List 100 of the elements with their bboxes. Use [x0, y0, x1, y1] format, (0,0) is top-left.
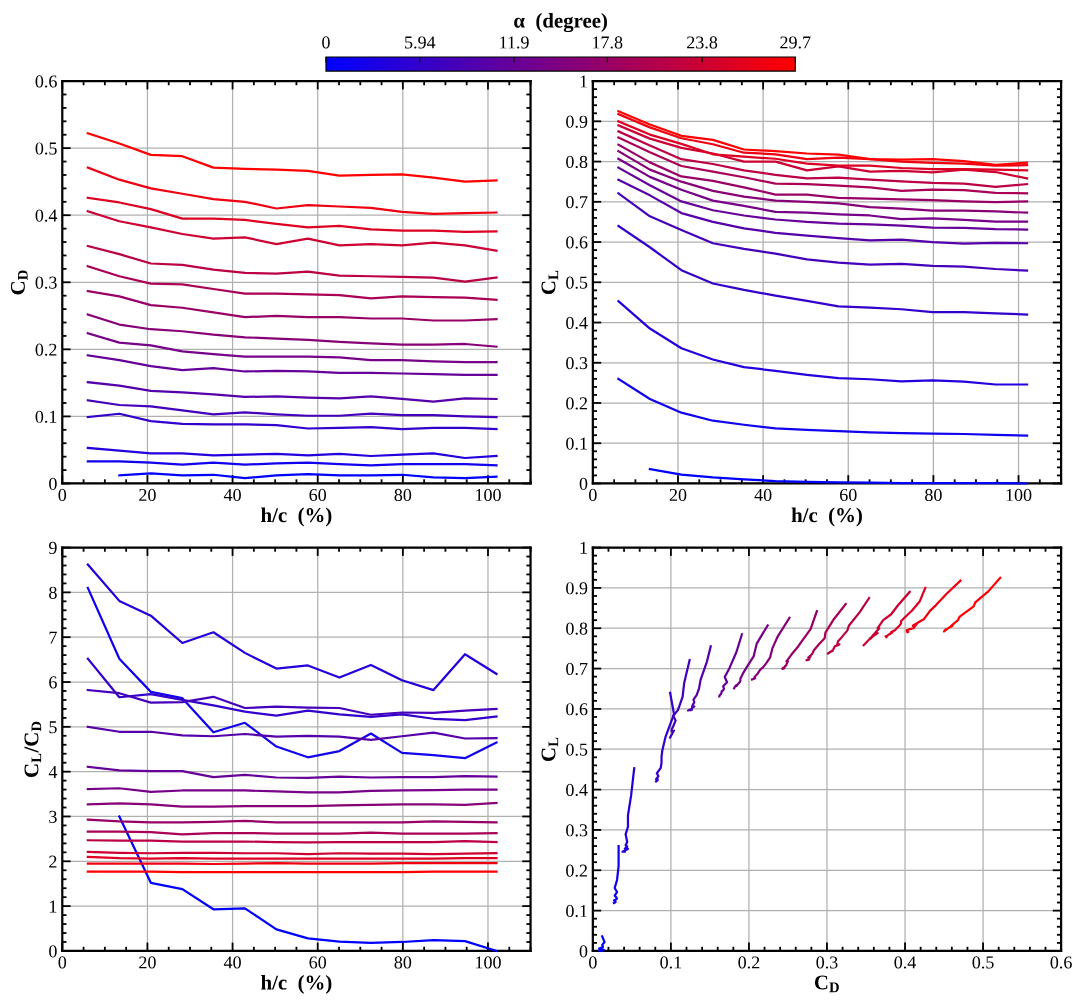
line-series: [617, 300, 1029, 386]
line-series: [617, 149, 1029, 214]
y-tick-label: 6: [49, 676, 57, 689]
y-tick-label: 4: [48, 766, 58, 778]
y-tick-label: 0: [49, 945, 57, 958]
line-series: [86, 166, 498, 215]
line-series: [826, 596, 871, 655]
x-axis-title: C$_{D}$: [814, 975, 839, 993]
line-series: [86, 265, 498, 301]
x-tick-label: 20: [139, 956, 156, 969]
color-bar-label: 0: [322, 36, 330, 49]
y-tick-label: 1: [580, 541, 587, 554]
x-tick-label: 0.3: [816, 956, 838, 969]
y-tick-label: 0.8: [566, 622, 588, 635]
line-series: [86, 196, 498, 234]
x-tick-label: 0.6: [1050, 956, 1072, 969]
y-tick-label: 0.9: [566, 582, 588, 595]
line-series: [718, 633, 744, 698]
y-tick-label: 0.7: [566, 662, 588, 676]
line-series: [733, 624, 769, 690]
x-tick-label: 0: [58, 956, 67, 969]
y-tick-label: 0.6: [566, 703, 588, 716]
x-tick-label: 0.1: [660, 956, 682, 969]
x-tick-label: 60: [840, 488, 857, 502]
line-series: [617, 166, 1029, 231]
y-tick-label: 0.3: [35, 276, 57, 289]
color-bar-label: 17.8: [593, 36, 623, 49]
y-tick-label: 0.2: [35, 343, 57, 356]
y-tick-label: 0.1: [566, 904, 587, 918]
x-tick-label: 80: [394, 488, 412, 502]
x-tick-label: 0.2: [738, 956, 760, 969]
x-axis-title: h/c (%): [261, 507, 332, 527]
x-tick-label: 0: [589, 956, 597, 969]
line-series: [86, 354, 498, 376]
y-tick-label: 1: [580, 75, 587, 88]
y-tick-label: 0.9: [566, 115, 588, 128]
y-tick-label: 7: [49, 631, 57, 644]
x-tick-label: 0: [58, 488, 67, 502]
x-tick-label: 100: [476, 956, 501, 969]
y-tick-label: 2: [49, 855, 57, 868]
y-axis-title: C$_{L}$: [541, 270, 559, 295]
y-tick-label: 0.3: [566, 824, 588, 837]
line-series: [617, 178, 1029, 245]
line-series: [86, 412, 498, 431]
line-series: [86, 563, 498, 692]
line-series: [86, 132, 498, 183]
line-series: [617, 224, 1029, 316]
y-tick-label: 0.5: [35, 142, 57, 155]
line-series: [86, 725, 498, 741]
line-series: [648, 467, 1029, 485]
y-tick-label: 0.6: [566, 236, 588, 249]
y-axis-title: C$_{L}$: [541, 737, 559, 762]
y-tick-label: 0.2: [566, 397, 587, 410]
x-tick-label: 40: [223, 488, 241, 502]
line-series: [617, 136, 1029, 195]
line-series: [617, 130, 1029, 189]
line-series: [86, 586, 498, 760]
line-series: [942, 576, 1002, 633]
color-bar-label: 29.7: [780, 36, 811, 49]
y-tick-label: 0: [49, 477, 57, 490]
line-series: [617, 124, 1029, 180]
y-tick-label: 0.7: [566, 196, 588, 209]
line-series: [86, 332, 498, 364]
y-tick-label: 0.6: [35, 75, 57, 88]
x-axis-title: h/c (%): [791, 507, 862, 527]
line-series: [118, 815, 498, 953]
line-series: [805, 602, 847, 662]
y-axis-title: C$_{D}$: [10, 270, 28, 295]
color-bar-label: 23.8: [687, 36, 718, 49]
line-series: [86, 765, 498, 780]
line-series: [669, 658, 691, 739]
line-series: [654, 691, 676, 783]
line-series: [86, 210, 498, 252]
y-tick-label: 0: [579, 477, 588, 490]
x-tick-label: 40: [754, 488, 772, 502]
y-tick-label: 0.8: [566, 155, 588, 169]
line-series: [86, 688, 498, 716]
y-tick-label: 0.1: [35, 410, 57, 423]
line-series: [617, 192, 1029, 272]
line-series: [862, 590, 911, 647]
x-tick-label: 100: [476, 488, 501, 502]
y-tick-label: 0.5: [566, 276, 588, 289]
y-tick-label: 9: [48, 541, 57, 554]
x-axis-title: h/c (%): [261, 974, 332, 994]
x-tick-label: 80: [925, 488, 942, 502]
y-tick-label: 8: [49, 586, 57, 599]
line-series: [86, 244, 498, 283]
y-tick-label: 0.1: [566, 437, 587, 450]
line-series: [86, 446, 498, 460]
y-tick-label: 0.3: [566, 357, 588, 370]
y-tick-label: 0.4: [35, 209, 58, 222]
x-tick-label: 60: [309, 488, 327, 502]
color-bar-label: 11.9: [500, 36, 529, 49]
x-tick-label: 20: [139, 488, 156, 502]
x-tick-label: 100: [1006, 488, 1032, 502]
line-series: [86, 399, 498, 419]
line-series: [781, 610, 818, 671]
line-series: [617, 120, 1029, 172]
y-tick-label: 0.5: [566, 743, 588, 756]
x-tick-label: 20: [669, 488, 687, 502]
